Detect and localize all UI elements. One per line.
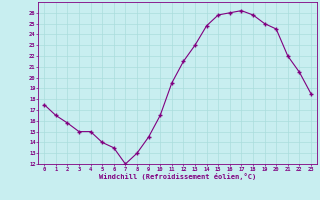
X-axis label: Windchill (Refroidissement éolien,°C): Windchill (Refroidissement éolien,°C): [99, 173, 256, 180]
